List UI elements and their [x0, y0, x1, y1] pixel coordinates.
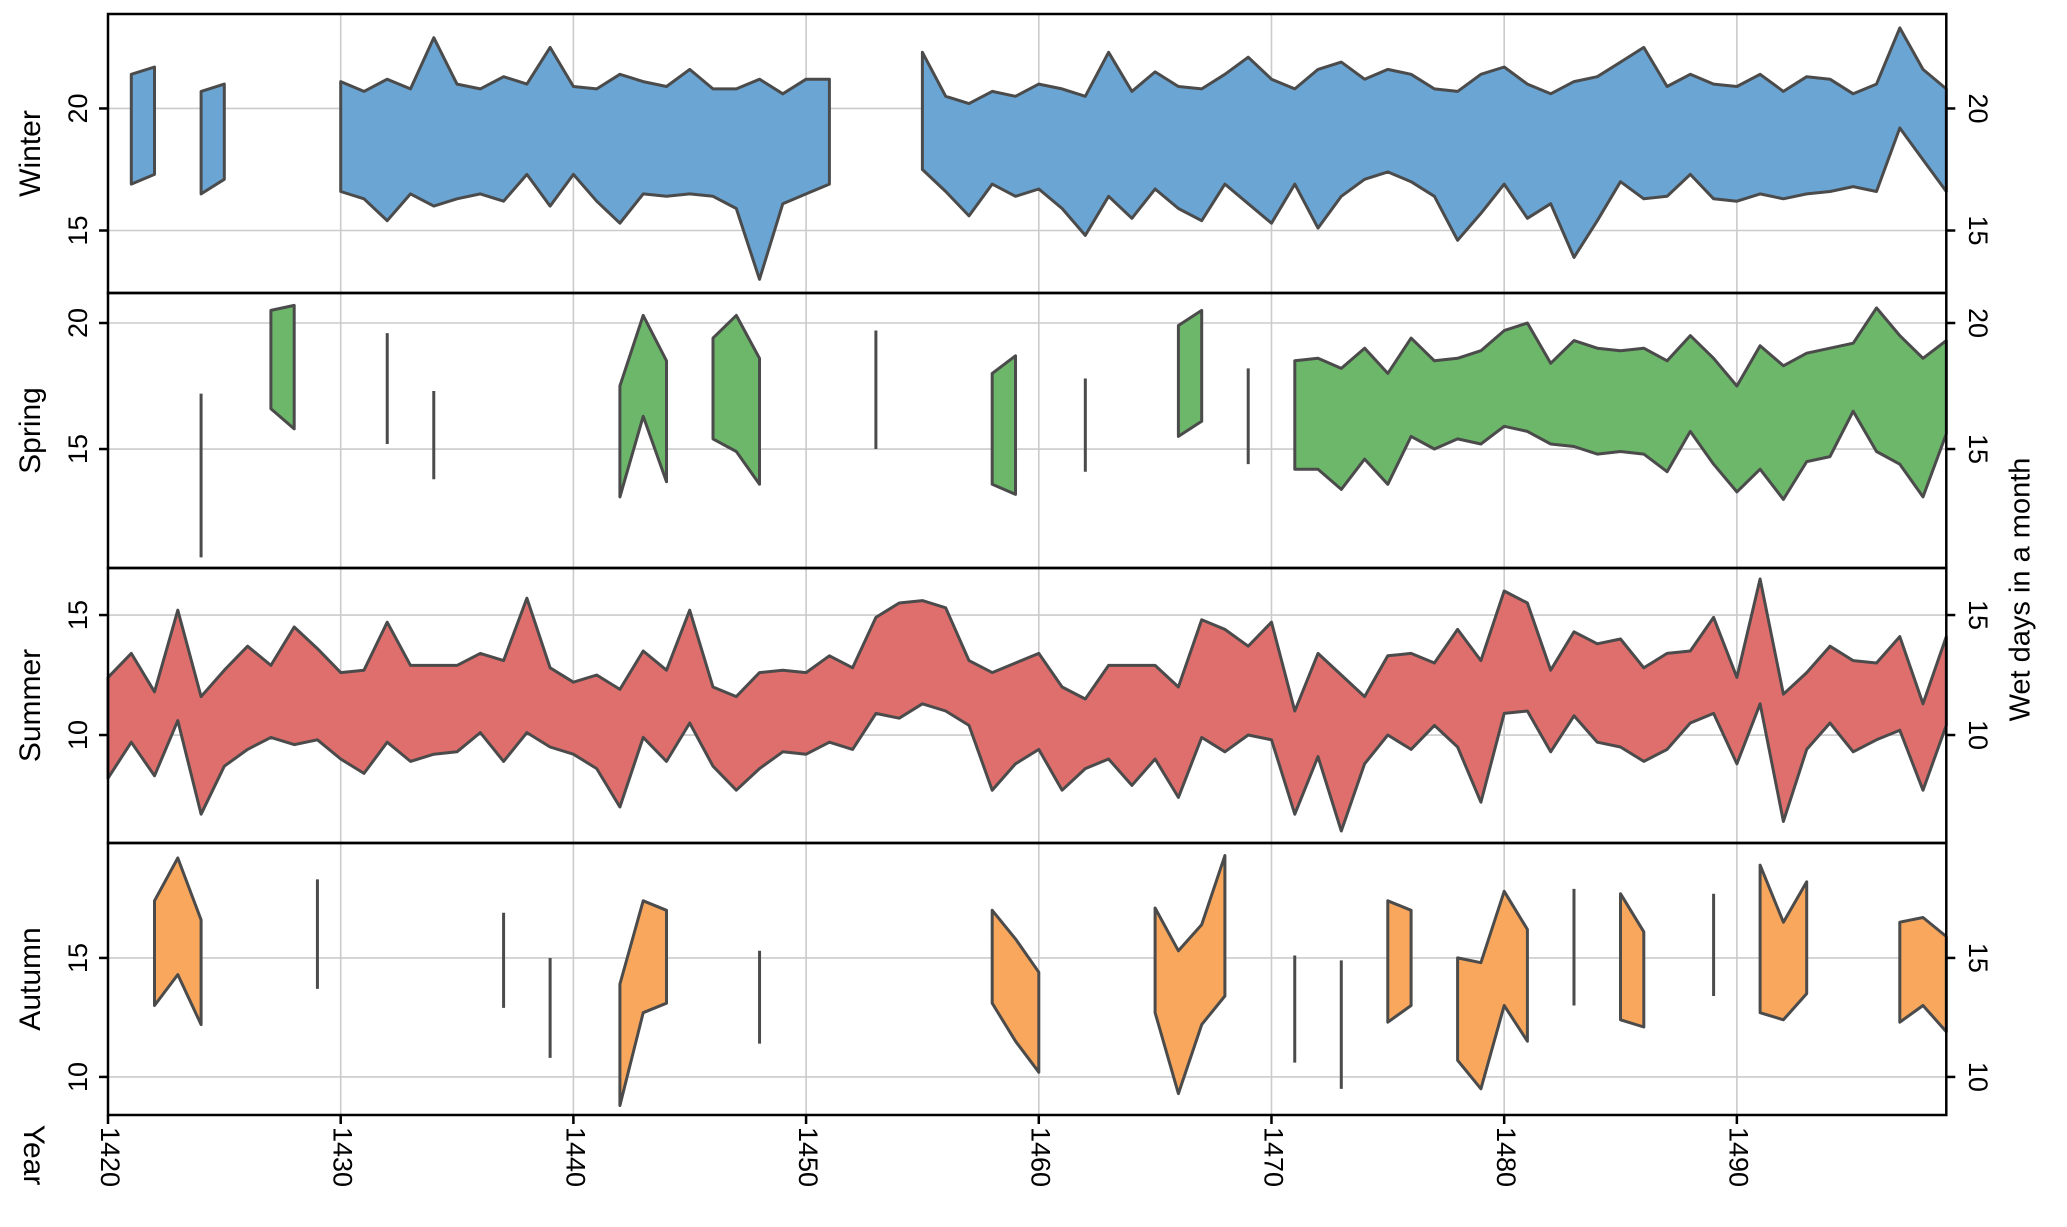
- y-tick-label-left-autumn-10: 10: [63, 1062, 93, 1092]
- y-tick-label-left-winter-20: 20: [63, 93, 93, 123]
- autumn-band-segment-6: [990, 908, 1041, 1074]
- autumn-band-segment-15: [1758, 863, 1809, 1022]
- y-tick-label-right-winter-15: 15: [1963, 215, 1993, 245]
- x-tick-label-1440: 1440: [560, 1127, 590, 1187]
- x-tick-label-1480: 1480: [1491, 1127, 1521, 1187]
- y-tick-label-left-spring-20: 20: [63, 308, 93, 338]
- autumn-band-segment-11: [1456, 889, 1529, 1091]
- y-tick-label-left-summer-15: 15: [63, 600, 93, 630]
- panel-label-winter: Winter: [14, 110, 47, 197]
- autumn-band-segment-13: [1619, 892, 1646, 1029]
- x-tick-label-1420: 1420: [95, 1127, 125, 1187]
- spring-band-segment-9: [1176, 308, 1204, 438]
- y-tick-label-left-summer-10: 10: [63, 720, 93, 750]
- y-axis-title-right: Wet days in a month: [2005, 458, 2037, 722]
- spring-band-segment-4: [618, 313, 668, 499]
- x-tick-label-1490: 1490: [1724, 1127, 1754, 1187]
- spring-band-segment-1: [269, 303, 296, 431]
- autumn-band-segment-0: [153, 856, 203, 1027]
- winter-band-segment-1: [199, 82, 226, 196]
- y-tick-label-left-autumn-15: 15: [63, 943, 93, 973]
- y-tick-label-right-winter-20: 20: [1963, 93, 1993, 123]
- y-tick-label-right-autumn-10: 10: [1963, 1062, 1993, 1092]
- y-tick-label-left-winter-15: 15: [63, 215, 93, 245]
- spring-band-segment-7: [990, 354, 1017, 496]
- panel-label-summer: Summer: [14, 649, 47, 762]
- winter-band-segment-0: [129, 65, 156, 186]
- x-axis-title: Year: [17, 1125, 50, 1186]
- y-tick-label-right-autumn-15: 15: [1963, 943, 1993, 973]
- y-tick-label-left-spring-15: 15: [63, 434, 93, 464]
- x-tick-label-1460: 1460: [1026, 1127, 1056, 1187]
- x-tick-label-1430: 1430: [328, 1127, 358, 1187]
- y-tick-label-right-spring-15: 15: [1963, 434, 1993, 464]
- y-tick-label-right-summer-10: 10: [1963, 720, 1993, 750]
- y-tick-label-right-summer-15: 15: [1963, 600, 1993, 630]
- autumn-band-segment-10: [1386, 899, 1413, 1024]
- panel-label-autumn: Autumn: [14, 927, 47, 1030]
- x-tick-label-1470: 1470: [1258, 1127, 1288, 1187]
- autumn-panel-border: [106, 841, 1948, 1117]
- x-tick-label-1450: 1450: [793, 1127, 823, 1187]
- y-tick-label-right-spring-20: 20: [1963, 308, 1993, 338]
- autumn-band-segment-7: [1153, 854, 1227, 1096]
- spring-band-segment-5: [711, 313, 761, 486]
- autumn-band-segment-4: [618, 899, 668, 1107]
- panel-label-spring: Spring: [14, 387, 47, 474]
- winter-band-segment-2: [339, 36, 831, 281]
